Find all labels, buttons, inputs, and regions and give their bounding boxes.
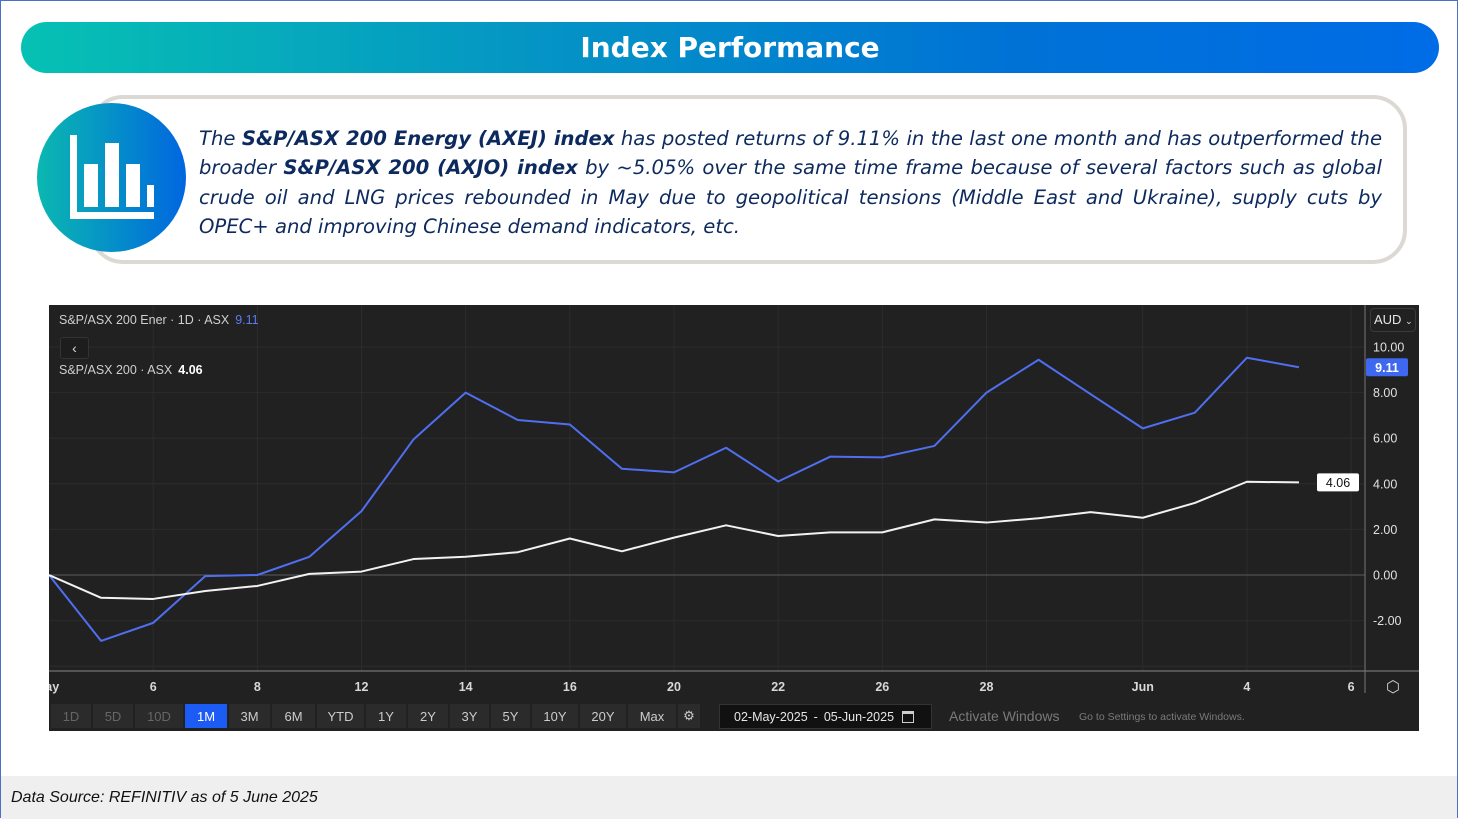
legend-asx200-label: S&P/ASX 200 · ASX <box>59 363 173 377</box>
x-tick-label: 14 <box>459 680 473 694</box>
x-tick-label: 26 <box>875 680 889 694</box>
y-tick-label: 0.00 <box>1373 569 1397 583</box>
gear-icon: ⚙ <box>683 708 695 723</box>
x-tick-label: 28 <box>980 680 994 694</box>
range-button-ytd[interactable]: YTD <box>317 704 364 728</box>
date-range-picker[interactable]: 02-May-2025 - 05-Jun-2025 <box>719 704 932 729</box>
range-button-1d[interactable]: 1D <box>51 704 91 728</box>
legend-asx200-value: 4.06 <box>178 363 203 377</box>
index-name-highlight: S&P/ASX 200 (AXJO) index <box>283 156 578 180</box>
chevron-left-icon: ‹ <box>72 340 77 356</box>
legend-energy-value: 9.11 <box>235 313 259 327</box>
range-button-2y[interactable]: 2Y <box>408 704 448 728</box>
legend-asx200[interactable]: S&P/ASX 200 · ASX 4.06 <box>59 363 203 377</box>
y-tick-label: 8.00 <box>1373 386 1397 400</box>
summary-box <box>89 95 1407 264</box>
range-button-3m[interactable]: 3M <box>229 704 270 728</box>
footer: Data Source: REFINITIV as of 5 June 2025 <box>1 776 1457 819</box>
range-button-6m[interactable]: 6M <box>272 704 315 728</box>
y-tick-label: 6.00 <box>1373 432 1397 446</box>
range-button-20y[interactable]: 20Y <box>580 704 626 728</box>
range-button-max[interactable]: Max <box>628 704 676 728</box>
summary-icon-circle <box>37 103 186 252</box>
x-tick-label: 20 <box>667 680 681 694</box>
currency-dropdown[interactable]: AUD ⌄ <box>1370 308 1416 332</box>
x-tick-label: 8 <box>254 680 261 694</box>
series-line-energy[interactable] <box>49 356 1300 642</box>
range-button-3y[interactable]: 3Y <box>450 704 489 728</box>
hexagon-settings-icon: ⬡ <box>1386 679 1400 696</box>
range-button-10d[interactable]: 10D <box>135 704 183 728</box>
activate-windows-hint: Go to Settings to activate Windows. <box>1079 711 1245 723</box>
summary-text: The S&P/ASX 200 Energy (AXEJ) index has … <box>199 124 1382 241</box>
x-tick-label: 4 <box>1243 680 1250 694</box>
range-button-10y[interactable]: 10Y <box>532 704 578 728</box>
range-button-5d[interactable]: 5D <box>93 704 133 728</box>
last-value-label: 4.06 <box>1326 476 1350 490</box>
summary-text-segment: The <box>199 127 242 150</box>
chart-settings-button[interactable]: ⬡ <box>1383 677 1403 697</box>
currency-label: AUD <box>1374 312 1402 327</box>
x-tick-label: 16 <box>563 680 577 694</box>
range-buttons: 1D 5D 10D 1M 3M 6M YTD 1Y 2Y 3Y 5Y 10Y 20Y Max <box>51 704 678 728</box>
x-tick-label: 12 <box>355 680 369 694</box>
chevron-down-icon: ⌄ <box>1405 316 1413 326</box>
line-chart[interactable]: 10.00 8.00 6.00 4.00 2.00 0.00 -2.00 May 6 8 12 14 1… <box>49 305 1419 731</box>
x-tick-label: May <box>49 680 59 694</box>
series-line-asx200[interactable] <box>49 480 1300 600</box>
collapse-legend-button[interactable]: ‹ <box>60 337 89 359</box>
y-tick-label: 4.00 <box>1373 477 1397 491</box>
date-separator: - <box>813 709 818 724</box>
y-tick-label: 2.00 <box>1373 523 1397 537</box>
date-to: 05-Jun-2025 <box>823 709 895 724</box>
range-button-1m[interactable]: 1M <box>185 704 227 728</box>
summary-text-segment: has posted returns of 9.11% in the last … <box>199 127 1383 180</box>
last-value-badge <box>1317 473 1359 492</box>
legend-energy[interactable]: S&P/ASX 200 Ener · 1D · ASX 9.11 <box>59 313 259 327</box>
activate-windows-watermark: Activate Windows <box>949 708 1060 724</box>
index-name-highlight: S&P/ASX 200 Energy (AXEJ) index <box>241 127 615 150</box>
x-tick-label: 6 <box>1348 680 1355 694</box>
data-source-note: Data Source: REFINITIV as of 5 June 2025 <box>11 789 318 806</box>
range-settings-button[interactable]: ⚙ <box>678 704 700 728</box>
last-value-badge <box>1366 358 1408 377</box>
date-from: 02-May-2025 <box>734 709 808 724</box>
x-tick-label: 22 <box>771 680 785 694</box>
summary-text-segment: by ~5.05% over the same time frame becau… <box>199 156 1382 238</box>
y-tick-label: -2.00 <box>1373 614 1402 628</box>
price-chart-widget: 10.00 8.00 6.00 4.00 2.00 0.00 -2.00 May 6 8 12 14 1… <box>49 305 1419 731</box>
x-tick-label: 6 <box>150 680 157 694</box>
page-title: Index Performance <box>580 31 880 64</box>
page-title-banner: Index Performance <box>21 22 1439 73</box>
bar-chart-icon <box>70 135 154 219</box>
range-button-1y[interactable]: 1Y <box>366 704 406 728</box>
last-value-label: 9.11 <box>1375 361 1399 375</box>
legend-energy-label: S&P/ASX 200 Ener · 1D · ASX <box>59 313 230 327</box>
x-tick-label: Jun <box>1132 680 1154 694</box>
range-button-5y[interactable]: 5Y <box>491 704 530 728</box>
y-tick-label: 10.00 <box>1373 341 1404 355</box>
calendar-icon <box>902 710 915 723</box>
